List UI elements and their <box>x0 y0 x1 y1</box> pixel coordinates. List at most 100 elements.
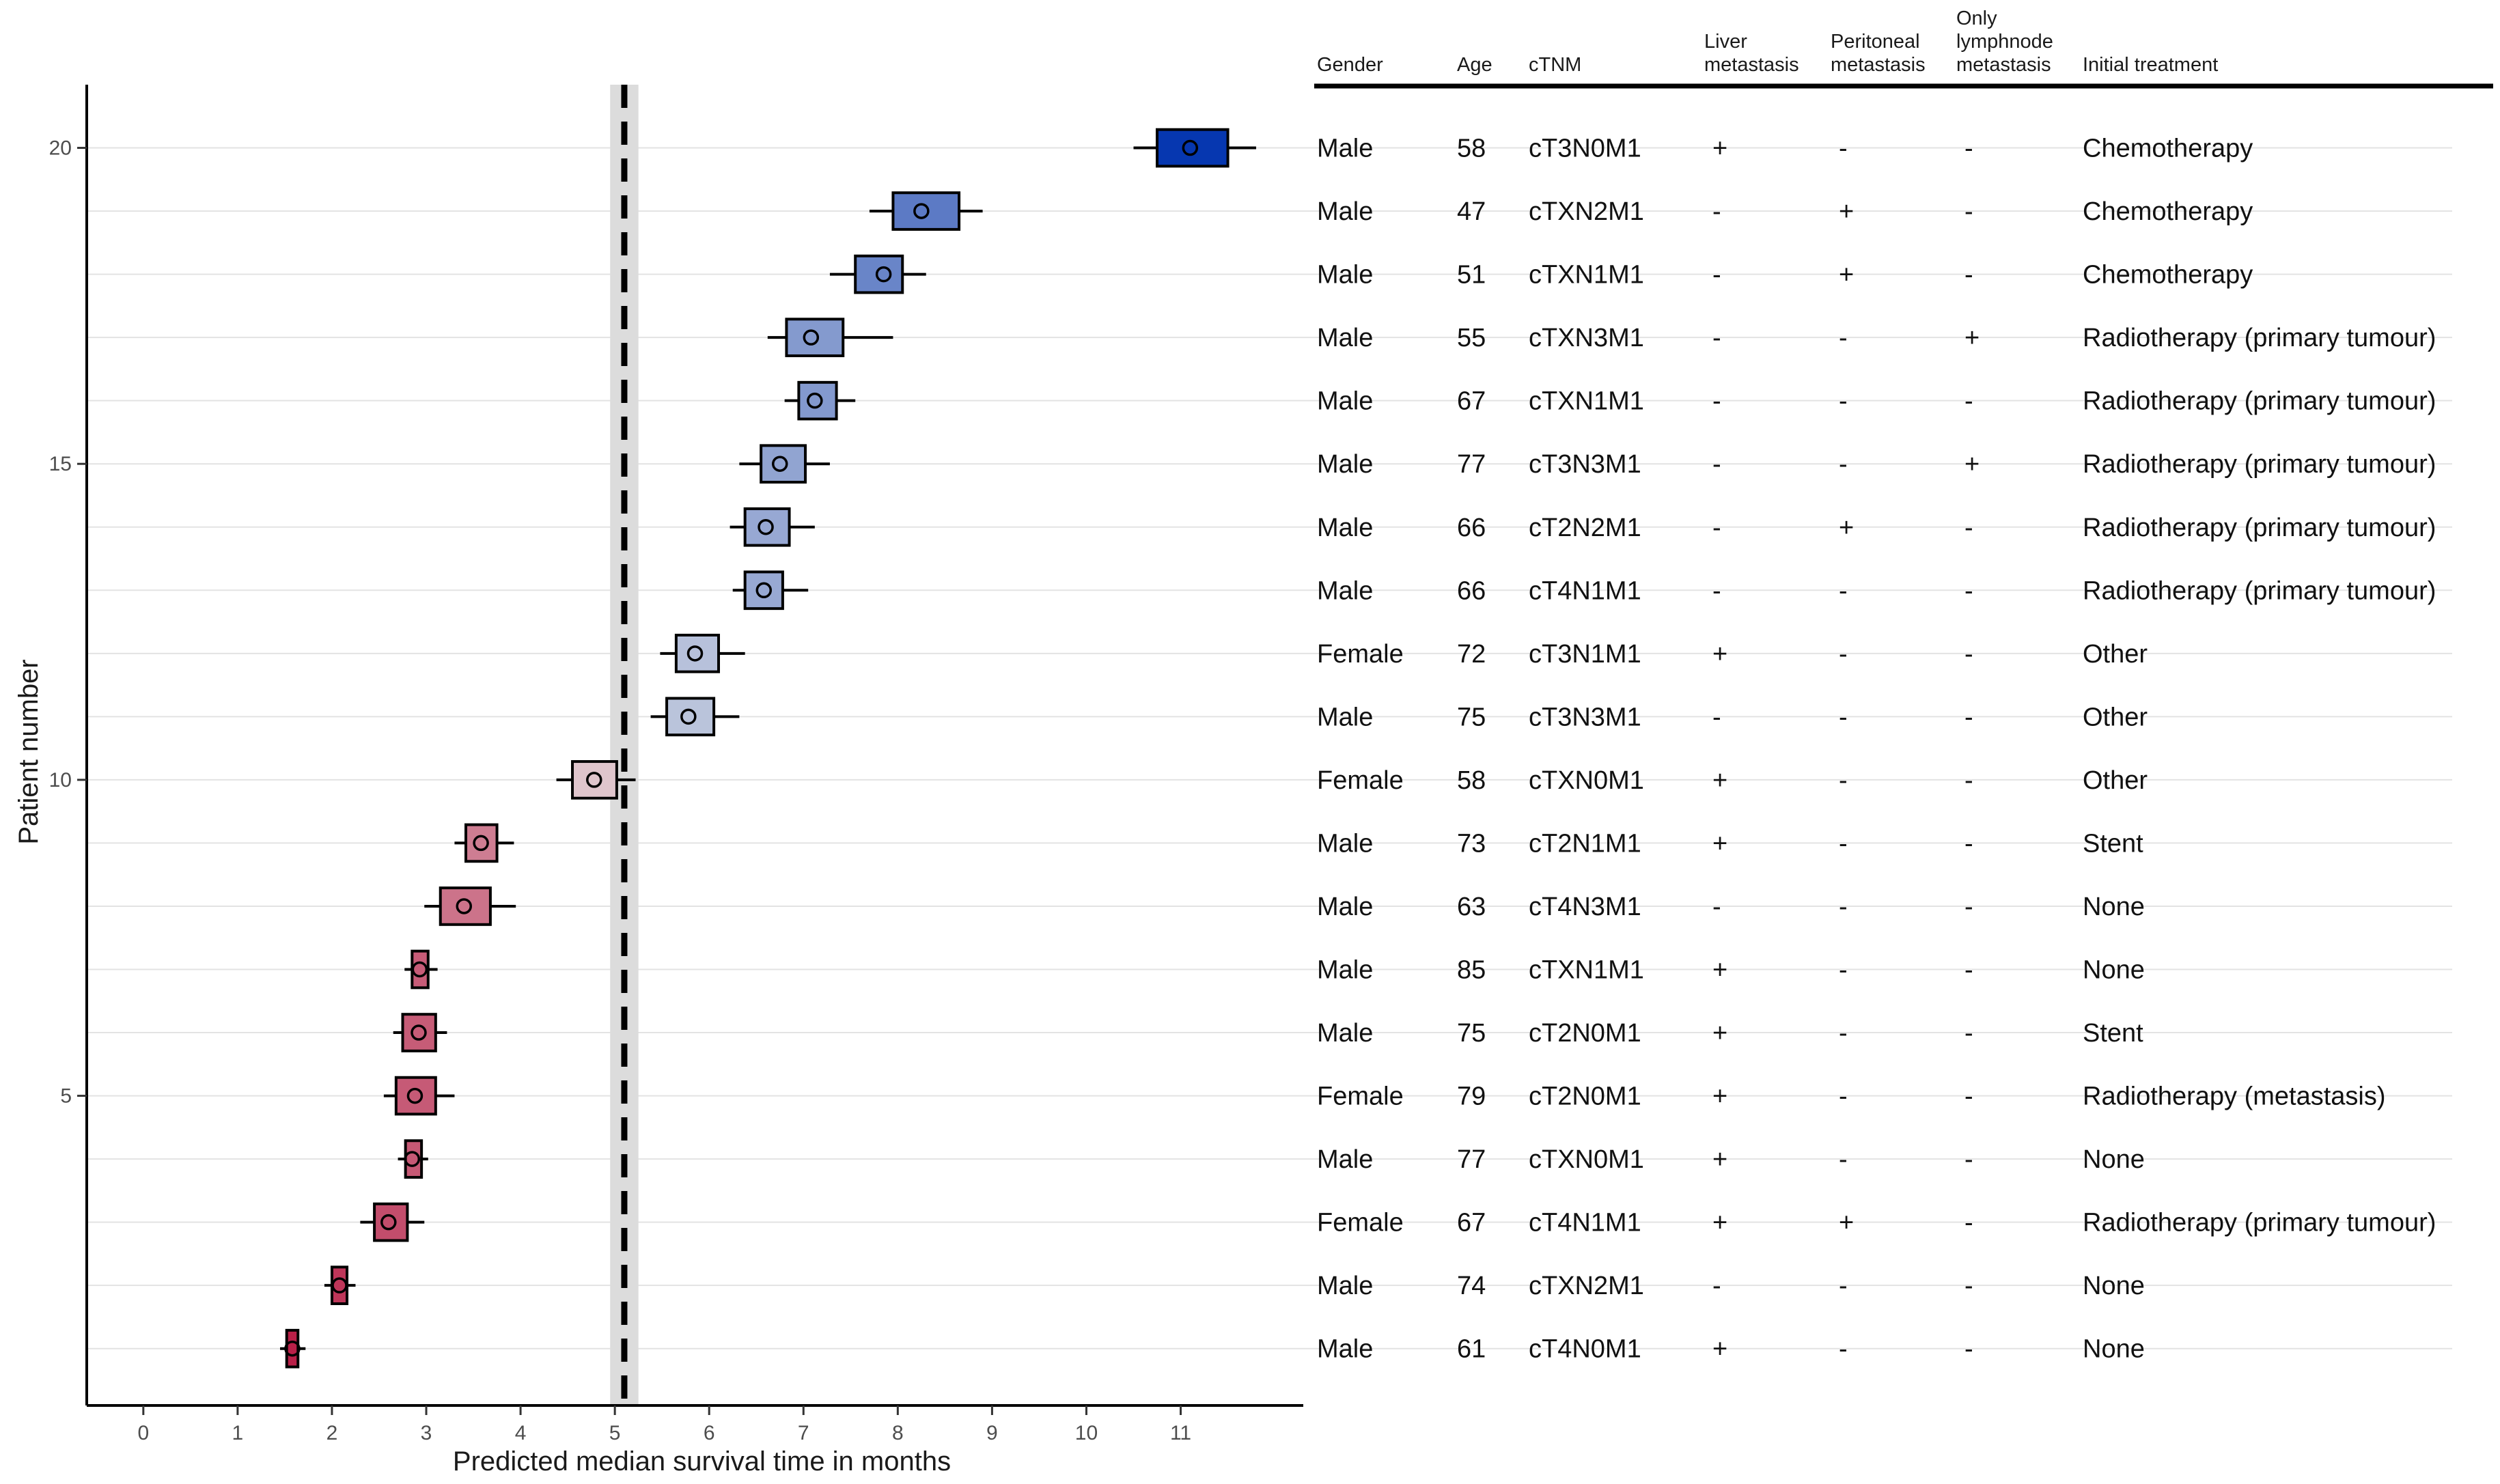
median-point <box>913 203 930 219</box>
table-cell: - <box>1712 324 1721 352</box>
table-cell: - <box>1964 956 1973 985</box>
table-cell: Male <box>1317 1145 1373 1174</box>
table-cell: Male <box>1317 703 1373 731</box>
table-cell: cTXN1M1 <box>1529 261 1644 290</box>
table-cell: 77 <box>1457 1145 1486 1174</box>
table-cell: Female <box>1317 640 1404 669</box>
box <box>464 823 499 863</box>
table-cell: 67 <box>1457 1209 1486 1237</box>
table-cell: Male <box>1317 514 1373 542</box>
x-tick-label: 11 <box>1170 1422 1191 1444</box>
table-cell: - <box>1712 703 1721 731</box>
table-row: Male 75 cT2N0M1 + - - Stent <box>1317 1019 2143 1048</box>
table-row: Male 85 cTXN1M1 + - - None <box>1317 956 2145 985</box>
table-cell: 67 <box>1457 387 1486 416</box>
table-cell: - <box>1964 387 1973 416</box>
table-row: Male 73 cT2N1M1 + - - Stent <box>1317 829 2143 858</box>
table-cell: Male <box>1317 261 1373 290</box>
table-cell: 73 <box>1457 829 1486 858</box>
table-cell: - <box>1712 197 1721 226</box>
table-header-cell: metastasis <box>1704 54 1799 76</box>
table-cell: - <box>1839 387 1848 416</box>
table-cell: - <box>1964 1082 1973 1111</box>
box <box>743 570 784 611</box>
y-tick-label: 10 <box>49 769 72 792</box>
x-tick-label: 10 <box>1075 1422 1098 1444</box>
table-cell: None <box>2083 956 2145 985</box>
table-cell: - <box>1839 1019 1848 1048</box>
table-cell: - <box>1712 261 1721 290</box>
median-point <box>404 1151 421 1167</box>
table-cell: - <box>1839 324 1848 352</box>
table-cell: + <box>1839 1209 1854 1237</box>
box <box>797 380 838 421</box>
table-cell: - <box>1964 893 1973 921</box>
table-cell: 58 <box>1457 135 1486 163</box>
table-cell: - <box>1964 1272 1973 1300</box>
table-cell: 79 <box>1457 1082 1486 1111</box>
table-cell: Chemotherapy <box>2083 197 2253 226</box>
table-cell: Stent <box>2083 1019 2143 1048</box>
table-cell: - <box>1964 1335 1973 1364</box>
patient-16-box-group <box>784 380 856 421</box>
box-marks <box>280 128 1256 1369</box>
table-cell: - <box>1964 514 1973 542</box>
median-point <box>411 961 428 978</box>
table-cell: None <box>2083 893 2145 921</box>
table-cell: - <box>1839 766 1848 795</box>
box <box>674 633 721 673</box>
table-cell: Other <box>2083 640 2148 669</box>
table-header: Gender Age cTNMLivermetastasisPeritonealme… <box>1317 8 2218 76</box>
table-cell: - <box>1839 135 1848 163</box>
patient-11-box-group <box>650 697 740 737</box>
table-header-cell: cTNM <box>1529 54 1581 76</box>
table-cell: Male <box>1317 1019 1373 1048</box>
table-cell: 75 <box>1457 1019 1486 1048</box>
table-row: Female 79 cT2N0M1 + - - Radiotherapy (metastas… <box>1317 1082 2386 1111</box>
box <box>394 1076 437 1116</box>
table-cell: + <box>1839 514 1854 542</box>
table-cell: 74 <box>1457 1272 1486 1300</box>
table-cell: + <box>1712 135 1727 163</box>
table-cell: cT2N0M1 <box>1529 1082 1641 1111</box>
table-cell: 85 <box>1457 956 1486 985</box>
median-point <box>772 456 788 472</box>
table-cell: + <box>1712 766 1727 795</box>
box <box>571 760 618 800</box>
table-cell: Female <box>1317 1209 1404 1237</box>
table-row: Male 66 cT4N1M1 - - - Radiotherapy (primary tu… <box>1317 576 2436 605</box>
table-cell: + <box>1712 1019 1727 1048</box>
median-point <box>807 392 823 409</box>
table-cell: + <box>1839 261 1854 290</box>
table-cell: - <box>1964 1019 1973 1048</box>
table-cell: - <box>1964 640 1973 669</box>
median-point <box>680 708 697 725</box>
table-cell: cTXN0M1 <box>1529 1145 1644 1174</box>
median-point <box>758 519 774 535</box>
table-cell: + <box>1712 1145 1727 1174</box>
table-cell: Female <box>1317 766 1404 795</box>
table-cell: - <box>1964 576 1973 605</box>
table-cell: + <box>1964 450 1980 479</box>
table-row: Male 66 cT2N2M1 - + - Radiotherapy (primary tu… <box>1317 514 2436 542</box>
table-cell: Male <box>1317 1272 1373 1300</box>
table-cell: + <box>1712 1082 1727 1111</box>
table-header-cell: Initial treatment <box>2083 54 2218 76</box>
table-row: Male 58 cT3N0M1 + - - Chemotherapy <box>1317 135 2253 163</box>
table-cell: cT3N3M1 <box>1529 450 1641 479</box>
patient-6-box-group <box>393 1013 447 1052</box>
table-cell: 63 <box>1457 893 1486 921</box>
table-cell: cTXN0M1 <box>1529 766 1644 795</box>
median-point <box>406 1087 423 1104</box>
median-point <box>686 645 704 662</box>
table-cell: + <box>1712 956 1727 985</box>
table-header-cell: Gender <box>1317 54 1383 76</box>
table-row: Female 58 cTXN0M1 + - - Other <box>1317 766 2148 795</box>
table-cell: 55 <box>1457 324 1486 352</box>
table-cell: None <box>2083 1272 2145 1300</box>
table-header-cell: Peritoneal <box>1831 31 1920 53</box>
table-cell: 47 <box>1457 197 1486 226</box>
patient-10-box-group <box>556 760 636 800</box>
median-point <box>586 772 602 788</box>
